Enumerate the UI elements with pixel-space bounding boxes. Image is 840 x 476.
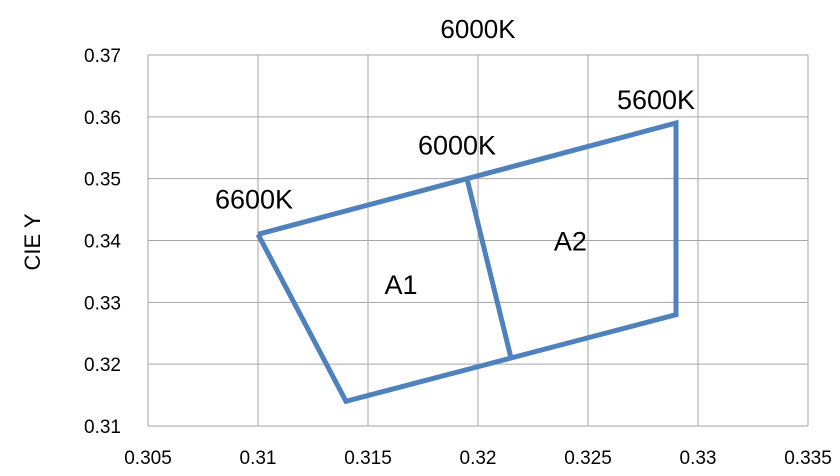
- x-tick-label: 0.335: [784, 448, 832, 469]
- annotation-label: 6000K: [418, 131, 496, 161]
- grid: [147, 54, 809, 427]
- series-line-0: [255, 119, 679, 405]
- y-tick-label: 0.31: [84, 417, 121, 438]
- y-axis-ticks: 0.31 0.32 0.33 0.34 0.35 0.36 0.37: [84, 46, 121, 438]
- x-tick-label: 0.305: [124, 448, 172, 469]
- y-axis-label: CIE Y: [20, 213, 45, 270]
- x-axis-ticks: 0.305 0.31 0.315 0.32 0.325 0.33 0.335: [124, 448, 832, 469]
- chart-title: 6000K: [440, 14, 516, 44]
- annotation-label: 6600K: [215, 184, 293, 214]
- annotation-label: A1: [384, 270, 417, 300]
- y-tick-label: 0.36: [84, 108, 121, 129]
- x-tick-label: 0.325: [564, 448, 612, 469]
- y-tick-label: 0.35: [84, 170, 121, 191]
- y-tick-label: 0.32: [84, 355, 121, 376]
- x-tick-label: 0.32: [460, 448, 497, 469]
- y-tick-label: 0.33: [84, 293, 121, 314]
- plot-series: [255, 119, 679, 405]
- annotation-label: 5600K: [617, 85, 695, 115]
- x-tick-label: 0.315: [344, 448, 392, 469]
- series-line-1: [464, 178, 514, 359]
- y-tick-label: 0.34: [84, 232, 121, 253]
- x-tick-label: 0.33: [680, 448, 717, 469]
- x-tick-label: 0.31: [240, 448, 277, 469]
- annotation-label: A2: [554, 227, 587, 257]
- y-tick-label: 0.37: [84, 46, 121, 67]
- plot-annotations: 6600K 6000K 5600K A1 A2: [215, 85, 695, 300]
